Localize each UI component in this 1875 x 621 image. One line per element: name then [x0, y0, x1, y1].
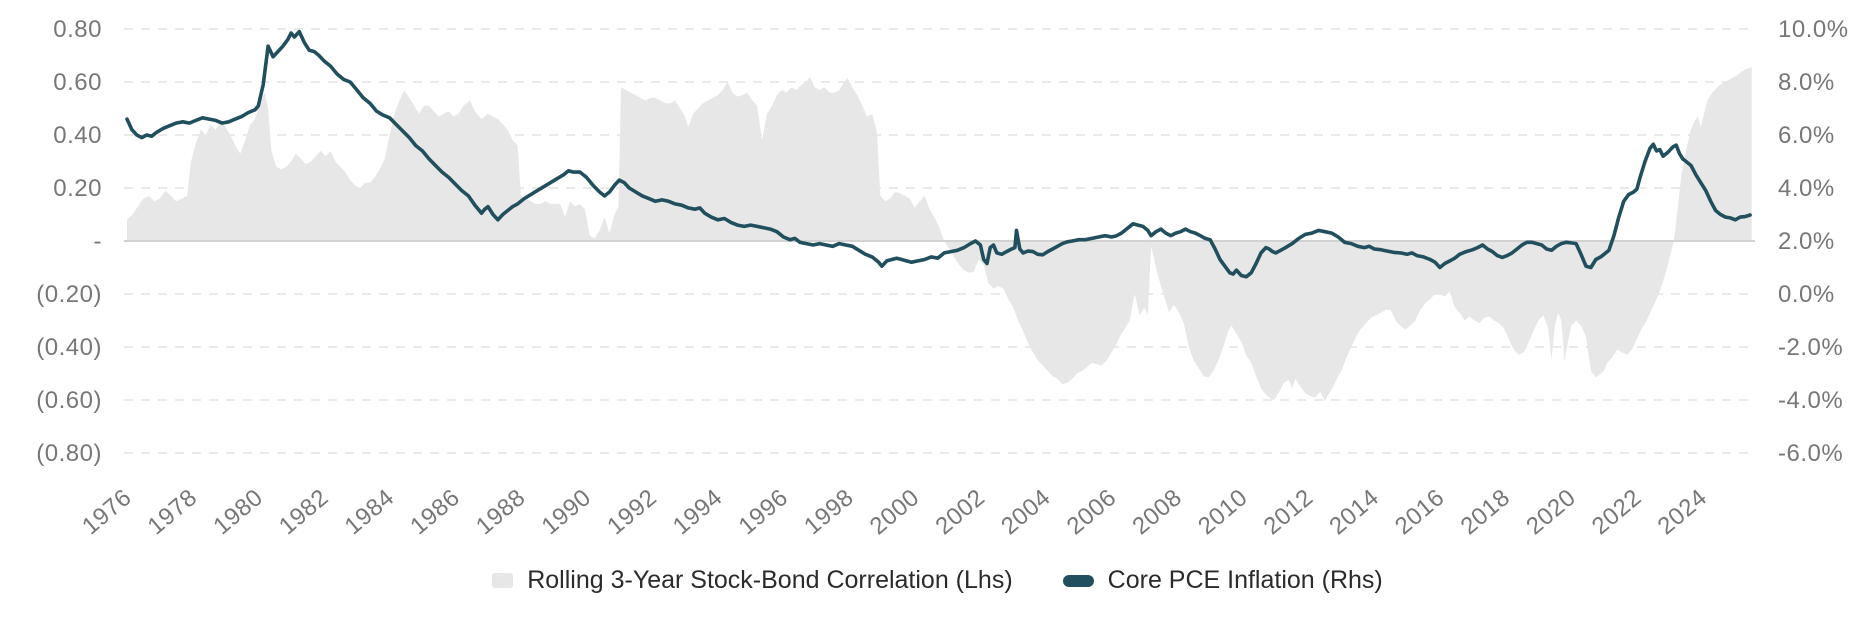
left-axis-label: 0.40 — [53, 122, 102, 149]
x-axis-label: 2022 — [1587, 484, 1647, 540]
legend-label-correlation: Rolling 3-Year Stock-Bond Correlation (L… — [527, 566, 1013, 594]
x-axis-label: 2006 — [1062, 484, 1122, 540]
x-axis-label: 1994 — [668, 484, 728, 540]
x-axis-label: 1980 — [208, 484, 268, 540]
right-axis-label: 8.0% — [1778, 69, 1835, 96]
x-axis-label: 1988 — [471, 484, 531, 540]
right-axis-label: 2.0% — [1778, 228, 1835, 255]
legend-item-correlation[interactable]: Rolling 3-Year Stock-Bond Correlation (L… — [492, 566, 1013, 595]
legend: Rolling 3-Year Stock-Bond Correlation (L… — [0, 566, 1875, 595]
right-axis-label: 4.0% — [1778, 175, 1835, 202]
left-axis-label: 0.80 — [53, 16, 102, 43]
x-axis-label: 2008 — [1127, 484, 1187, 540]
left-axis-label: (0.80) — [36, 440, 102, 467]
x-axis-label: 2014 — [1324, 484, 1384, 540]
x-axis-label: 2012 — [1259, 484, 1319, 540]
right-axis-label: 10.0% — [1778, 16, 1849, 43]
correlation-area — [127, 67, 1752, 402]
left-axis-label: 0.20 — [53, 175, 102, 202]
x-axis-label: 2004 — [996, 484, 1056, 540]
x-axis-label: 1986 — [405, 484, 465, 540]
left-axis-label: (0.20) — [36, 281, 102, 308]
right-axis-label: -4.0% — [1778, 387, 1843, 414]
x-axis-label: 1998 — [799, 484, 859, 540]
x-axis-label: 2018 — [1456, 484, 1516, 540]
x-axis-label: 2016 — [1390, 484, 1450, 540]
left-axis-label: (0.60) — [36, 387, 102, 414]
right-axis-label: 0.0% — [1778, 281, 1835, 308]
legend-label-inflation: Core PCE Inflation (Rhs) — [1107, 566, 1383, 594]
left-axis-label: 0.60 — [53, 69, 102, 96]
x-axis-label: 2002 — [930, 484, 990, 540]
right-axis-label: -2.0% — [1778, 334, 1843, 361]
x-axis-label: 2020 — [1521, 484, 1581, 540]
left-axis-label: (0.40) — [36, 334, 102, 361]
x-axis-label: 1990 — [537, 484, 597, 540]
correlation-area-swatch-icon — [492, 573, 514, 588]
inflation-line — [125, 29, 1752, 279]
x-axis-label: 1984 — [340, 484, 400, 540]
x-axis-label: 2000 — [865, 484, 925, 540]
x-axis-label: 1992 — [602, 484, 662, 540]
x-axis-label: 1982 — [274, 484, 334, 540]
right-axis-label: 6.0% — [1778, 122, 1835, 149]
x-axis-label: 1978 — [143, 484, 203, 540]
x-axis-label: 2010 — [1193, 484, 1253, 540]
left-axis-label: - — [94, 228, 103, 255]
x-axis-label: 1996 — [734, 484, 794, 540]
x-axis-label: 2024 — [1653, 484, 1713, 540]
inflation-line-swatch-icon — [1062, 574, 1094, 587]
legend-item-inflation[interactable]: Core PCE Inflation (Rhs) — [1062, 566, 1383, 595]
x-axis-label: 1976 — [77, 484, 137, 540]
right-axis-label: -6.0% — [1778, 440, 1843, 467]
